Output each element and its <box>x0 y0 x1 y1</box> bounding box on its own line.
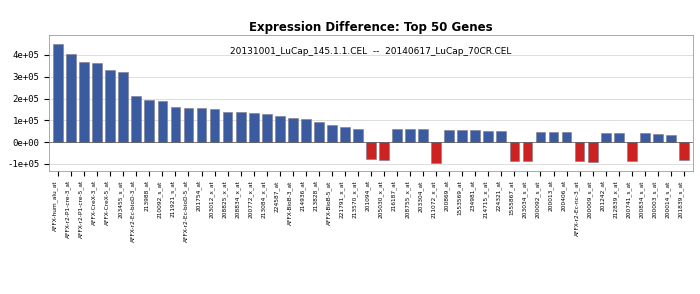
Bar <box>431 142 441 163</box>
Bar <box>236 113 246 142</box>
Bar <box>171 107 181 142</box>
Bar <box>132 96 141 142</box>
Bar <box>106 70 116 142</box>
Text: 20131001_LuCap_145.1.1.CEL  --  20140617_LuCap_70CR.CEL: 20131001_LuCap_145.1.1.CEL -- 20140617_L… <box>230 47 512 56</box>
Bar <box>496 131 506 142</box>
Bar <box>653 134 663 142</box>
Bar <box>379 142 389 160</box>
Bar <box>626 142 636 161</box>
Bar <box>301 118 311 142</box>
Bar <box>288 118 298 142</box>
Bar <box>210 109 220 142</box>
Bar <box>536 132 545 142</box>
Bar <box>679 142 689 160</box>
Bar <box>314 122 323 142</box>
Title: Expression Difference: Top 50 Genes: Expression Difference: Top 50 Genes <box>249 21 493 34</box>
Bar <box>601 133 610 142</box>
Bar <box>118 72 128 142</box>
Bar <box>66 54 76 142</box>
Bar <box>405 129 415 142</box>
Bar <box>549 132 559 142</box>
Bar <box>444 130 454 142</box>
Bar <box>666 135 675 142</box>
Bar <box>183 108 193 142</box>
Bar <box>419 129 428 142</box>
Bar <box>561 132 571 142</box>
Bar <box>262 114 272 142</box>
Bar <box>223 112 232 142</box>
Bar <box>470 130 480 142</box>
Bar <box>144 100 154 142</box>
Bar <box>522 142 532 161</box>
Bar <box>275 116 285 142</box>
Bar <box>327 125 337 142</box>
Bar <box>392 129 402 142</box>
Bar <box>340 127 350 142</box>
Bar <box>457 130 467 142</box>
Bar <box>92 63 102 142</box>
Bar <box>575 142 584 161</box>
Bar <box>353 129 363 142</box>
Bar <box>640 133 650 142</box>
Bar <box>588 142 598 162</box>
Bar <box>510 142 519 161</box>
Bar <box>158 101 167 142</box>
Bar <box>248 113 258 142</box>
Bar <box>53 44 63 142</box>
Bar <box>79 62 89 142</box>
Bar <box>614 133 624 142</box>
Bar <box>197 108 206 142</box>
Bar <box>484 131 494 142</box>
Bar <box>366 142 376 159</box>
